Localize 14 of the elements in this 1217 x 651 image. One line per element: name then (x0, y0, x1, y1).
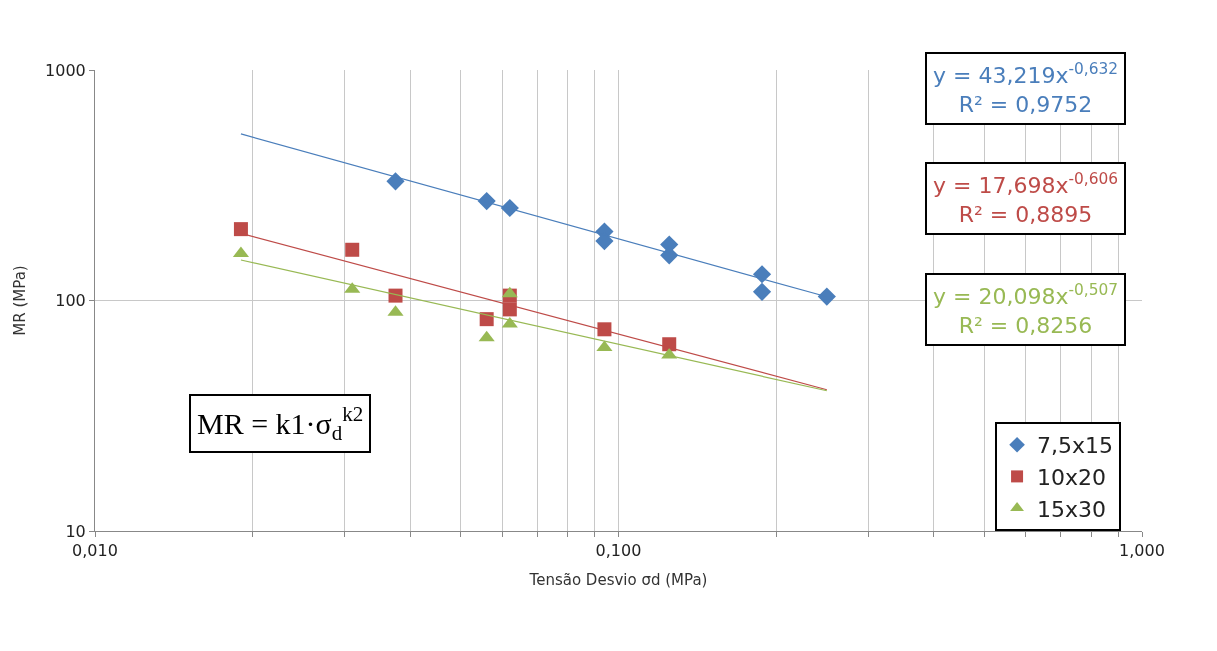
legend-label: 15x30 (1037, 496, 1107, 522)
y-tick-label: 1000 (45, 60, 86, 80)
legend-label: 7,5x15 (1037, 433, 1114, 459)
x-tick-label: 1,000 (1119, 541, 1165, 561)
legend-label: 10x20 (1037, 464, 1107, 490)
annotation: y = 17,698x$^{-0,606}$ R² = 0,8895 (933, 170, 1119, 227)
annotation: y = 20,098x$^{-0,507}$ R² = 0,8256 (933, 281, 1119, 338)
y-tick-label: 100 (55, 291, 86, 311)
y-tick-label: 10 (65, 521, 86, 541)
x-axis-title: Tensão Desvio σd (MPa) (528, 571, 708, 590)
x-tick-label: 0,010 (72, 541, 118, 561)
x-tick-label: 0,100 (595, 541, 642, 561)
annotation: y = 43,219x$^{-0,632}$ R² = 0,9752 (933, 60, 1119, 117)
y-axis-title: MR (MPa) (11, 265, 30, 336)
